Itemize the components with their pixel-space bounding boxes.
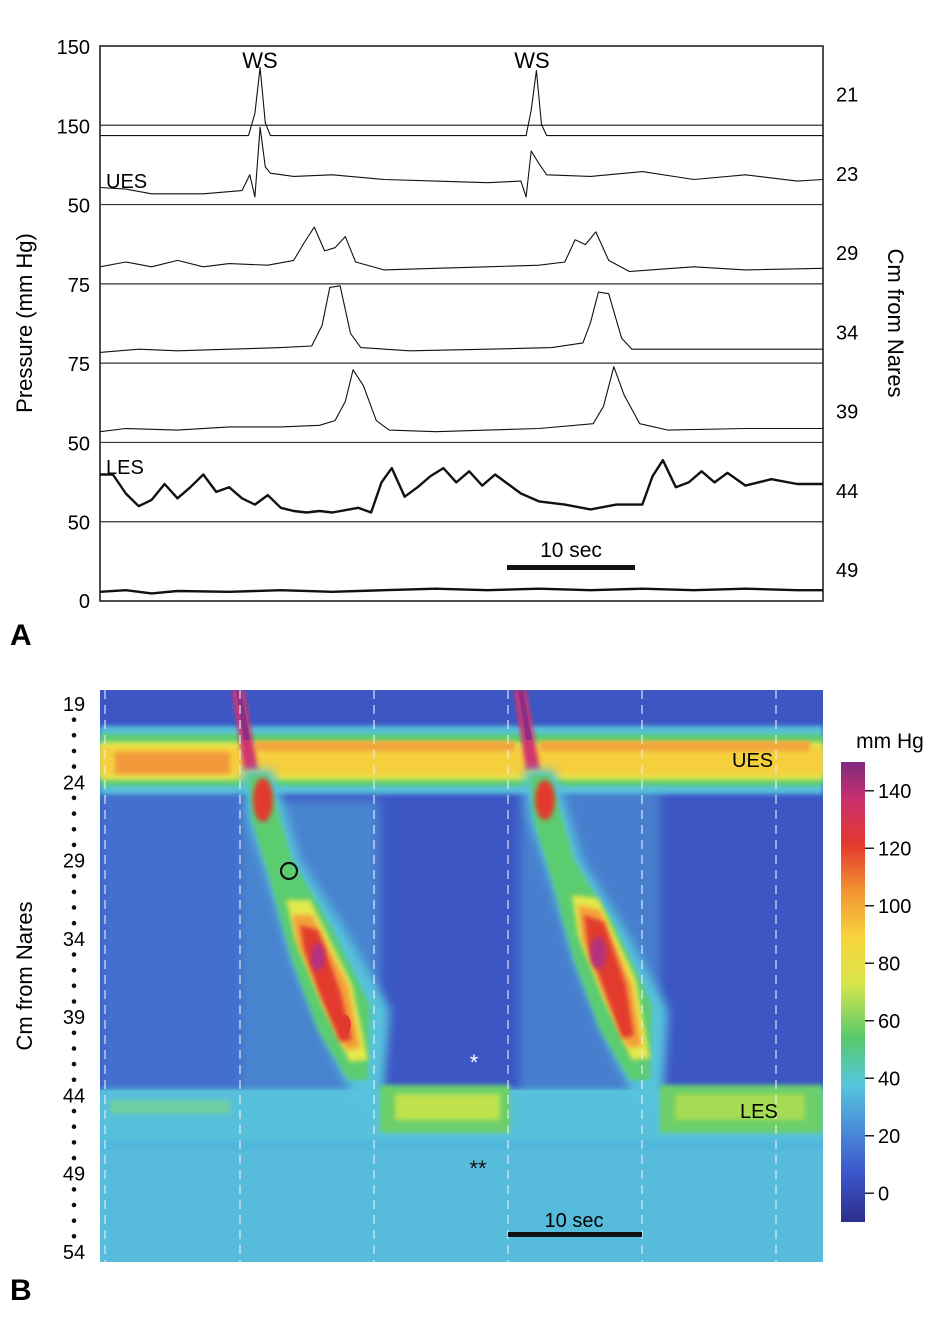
y-tick-24: 24 [63, 772, 85, 794]
sensor-dot [71, 920, 77, 926]
colorbar-tick-60: 60 [878, 1011, 900, 1033]
baseline-label-23: 150 [57, 116, 90, 138]
scale-bar-a-label: 10 sec [540, 539, 602, 562]
sensor-dot [71, 1140, 77, 1145]
sensor-dot [71, 873, 77, 879]
sensor-dot [71, 1218, 77, 1223]
baseline-label-44: 50 [68, 433, 90, 455]
sensor-dot [71, 952, 77, 957]
colorbar-tick-140: 140 [878, 781, 911, 803]
colorbar: mm Hg 140 120 100 80 60 40 20 0 [841, 730, 924, 1222]
sensor-dot [71, 1046, 77, 1051]
swallow-onset-streaks [232, 690, 540, 770]
sensor-dot [71, 999, 77, 1004]
cm-label-39: 39 [836, 402, 858, 424]
ylabel-pressure: Pressure (mm Hg) [12, 233, 37, 413]
cm-label-49: 49 [836, 560, 858, 582]
cm-label-23: 23 [836, 164, 858, 186]
dashed-time-markers [104, 690, 777, 1262]
trace-34 [99, 285, 823, 353]
sensor-dot [71, 1155, 77, 1161]
circle-marker [279, 861, 299, 881]
sensor-dot [71, 748, 77, 754]
sensor-dot [71, 1124, 77, 1129]
cm-label-21: 21 [836, 85, 858, 107]
sensor-dot [71, 889, 77, 895]
y-tick-29: 29 [63, 851, 85, 873]
sensor-dot [71, 1077, 77, 1083]
colorbar-tick-0: 0 [878, 1183, 889, 1205]
colorbar-tick-100: 100 [878, 896, 911, 918]
double-star-annotation: ** [469, 1156, 487, 1181]
sensor-dot [71, 967, 77, 973]
sensor-dot [71, 905, 77, 910]
colorbar-gradient [841, 762, 865, 1222]
les-band [100, 1085, 823, 1140]
sensor-dot [71, 1187, 77, 1192]
heatmap-y-axis: 19 24 29 34 39 44 49 54 [63, 694, 85, 1264]
cm-label-29: 29 [836, 243, 858, 265]
les-tag-a: LES [106, 457, 144, 479]
cm-label-44: 44 [836, 481, 858, 503]
sensor-dot [71, 1030, 77, 1036]
trace-29 [99, 226, 824, 273]
panel-a-line-traces: 150 21 150 23 50 29 75 34 75 39 50 44 50 49 Pressure … [10, 37, 908, 652]
sensor-dot [71, 1234, 77, 1239]
peristaltic-wave-1 [242, 770, 390, 1100]
sensor-dot [71, 827, 77, 832]
colorbar-label: mm Hg [856, 730, 924, 753]
trace-23 [99, 126, 824, 198]
sensor-dot [71, 733, 77, 738]
sensor-dot [71, 1108, 77, 1114]
panel-a-frame [99, 45, 824, 602]
baseline-label-21: 150 [57, 37, 90, 59]
star-annotation: * [470, 1050, 479, 1075]
y-tick-19: 19 [63, 694, 85, 716]
trace-39 [99, 366, 823, 433]
sensor-dot [71, 842, 77, 848]
trace-49 [99, 587, 823, 595]
sensor-dot [71, 1061, 77, 1067]
y-tick-44: 44 [63, 1085, 85, 1107]
cm-label-34: 34 [836, 322, 858, 344]
colorbar-tick-80: 80 [878, 953, 900, 975]
trace-44 [100, 459, 823, 514]
y-tick-34: 34 [63, 929, 85, 951]
ylabel-cm-from-nares-b: Cm from Nares [12, 901, 37, 1050]
baseline-label-39: 75 [68, 354, 90, 376]
sensor-dot [71, 983, 77, 989]
colorbar-tick-120: 120 [878, 838, 911, 860]
y-tick-49: 49 [63, 1164, 85, 1186]
scale-bar-a [507, 565, 635, 570]
colorbar-tick-40: 40 [878, 1068, 900, 1090]
sensor-dot [71, 1202, 77, 1208]
baseline-label-34: 75 [68, 275, 90, 297]
scale-bar-b-label: 10 sec [545, 1210, 604, 1232]
right-axis-label-cm: Cm from Nares [883, 248, 908, 397]
trace-21 [100, 66, 823, 137]
les-tag-b: LES [740, 1101, 778, 1123]
ues-tag-a: UES [106, 171, 147, 193]
panel-label-b: B [10, 1274, 32, 1307]
ws-annotation-1: WS [242, 48, 277, 73]
sensor-dot [71, 764, 77, 769]
colorbar-tick-20: 20 [878, 1126, 900, 1148]
ues-tag-b: UES [732, 750, 773, 772]
y-tick-39: 39 [63, 1007, 85, 1029]
sensor-dot [71, 811, 77, 816]
sensor-dot [71, 795, 77, 801]
sensor-dot [71, 717, 77, 722]
panel-b-heatmap: UES LES * ** 10 sec 19 24 29 34 39 44 49 54 Cm … [10, 690, 924, 1307]
ws-annotation-2: WS [514, 48, 549, 73]
y-tick-54: 54 [63, 1242, 85, 1264]
panel-label-a: A [10, 619, 32, 652]
scale-bar-b [508, 1232, 642, 1237]
baseline-label-49: 50 [68, 513, 90, 535]
peristaltic-wave-2 [524, 770, 668, 1100]
baseline-label-29: 50 [68, 196, 90, 218]
ues-band [100, 726, 823, 794]
bottom-tick-zero: 0 [79, 591, 90, 613]
